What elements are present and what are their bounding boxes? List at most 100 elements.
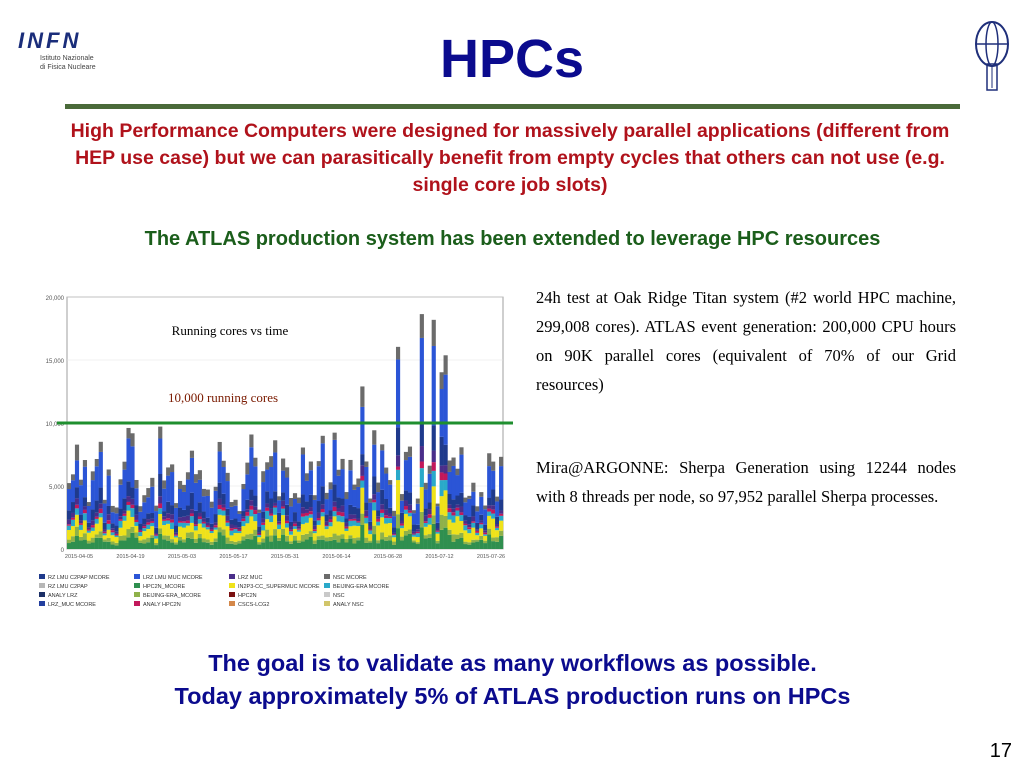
goal-line-2: Today approximately 5% of ATLAS producti… — [174, 683, 851, 709]
stack-bar-segment — [205, 489, 210, 496]
goal-text: The goal is to validate as many workflow… — [40, 647, 985, 713]
stack-bar-segment — [499, 515, 504, 521]
stack-bar-segment — [372, 444, 377, 477]
stack-bar-segment — [209, 527, 214, 530]
stack-bar-segment — [395, 514, 401, 529]
stack-bar-segment — [98, 508, 103, 514]
stack-bar-segment — [288, 534, 294, 542]
stack-bar-segment — [201, 521, 206, 524]
stack-bar-segment — [419, 337, 424, 423]
stack-bar-segment — [499, 535, 504, 549]
y-tick-label: 20,000 — [46, 296, 65, 302]
stack-bar-segment — [475, 522, 480, 530]
stack-bar-segment — [439, 496, 444, 515]
stack-bar-segment — [158, 533, 163, 549]
legend-label: CSCS-LCG2 — [238, 602, 269, 608]
stack-bar-segment — [376, 525, 381, 541]
stack-bar-segment — [372, 494, 377, 500]
stack-bar-segment — [372, 499, 377, 503]
stack-bar-segment — [225, 520, 230, 523]
stack-bar-segment — [150, 513, 155, 519]
stack-bar-segment — [166, 523, 171, 536]
stack-bar-segment — [384, 518, 389, 524]
stack-bar-segment — [217, 514, 222, 528]
stack-bar-segment — [245, 538, 250, 549]
stack-bar-segment — [439, 372, 444, 390]
stack-bar-segment — [439, 514, 444, 530]
stack-bar-segment — [265, 510, 270, 520]
stack-bar-segment — [209, 541, 214, 545]
stack-bar-segment — [344, 528, 349, 531]
stack-bar-segment — [399, 525, 405, 529]
stack-bar-segment — [352, 525, 357, 539]
stack-bar-segment — [174, 532, 179, 535]
stack-bar-segment — [304, 501, 309, 510]
stack-bar-segment — [296, 540, 302, 543]
stack-bar-segment — [261, 522, 266, 525]
stack-bar-segment — [233, 505, 238, 519]
stack-bar-segment — [487, 466, 492, 498]
stack-bar-segment — [150, 518, 155, 522]
stack-bar-segment — [118, 520, 123, 528]
stack-bar-segment — [189, 513, 195, 517]
stack-bar-segment — [392, 516, 397, 528]
stack-bar-segment — [384, 498, 389, 510]
stack-bar-segment — [154, 535, 159, 539]
stack-bar-segment — [352, 518, 357, 521]
stack-bar-segment — [407, 492, 413, 505]
stack-bar-segment — [261, 524, 266, 531]
stack-bar-segment — [106, 520, 111, 524]
stack-bar-segment — [356, 508, 361, 519]
stack-bar-segment — [336, 475, 341, 498]
stack-bar-segment — [451, 499, 456, 509]
stack-bar-segment — [423, 482, 428, 490]
stack-bar-segment — [447, 504, 452, 509]
stack-bar-segment — [225, 515, 230, 521]
stack-bar-segment — [403, 530, 409, 536]
titan-text: 24h test at Oak Ridge Titan system (#2 w… — [536, 288, 956, 394]
stack-bar-segment — [479, 496, 484, 515]
stack-bar-segment — [205, 522, 210, 526]
stack-bar-segment — [74, 535, 80, 549]
stack-bar-segment — [336, 515, 341, 522]
stack-bar-segment — [146, 497, 151, 514]
stack-bar-segment — [340, 516, 345, 523]
stack-bar-segment — [411, 531, 416, 534]
stack-bar-segment — [435, 522, 440, 529]
stack-bar-segment — [177, 520, 183, 523]
stack-bar-segment — [269, 508, 274, 514]
stack-bar-segment — [419, 511, 424, 528]
stack-bar-segment — [296, 497, 302, 504]
stack-bar-segment — [233, 499, 238, 506]
stack-bar-segment — [118, 516, 123, 520]
stack-bar-segment — [273, 491, 278, 503]
stack-bar-segment — [241, 483, 246, 490]
stack-bar-segment — [316, 461, 321, 467]
stack-bar-segment — [336, 542, 341, 549]
stack-bar-segment — [118, 527, 123, 536]
stack-bar-segment — [380, 539, 385, 549]
stack-bar-segment — [340, 512, 345, 517]
stack-bar-segment — [316, 512, 321, 519]
stack-bar-segment — [130, 508, 135, 517]
stack-bar-segment — [170, 529, 175, 540]
stack-bar-segment — [479, 492, 484, 497]
stack-bar-segment — [225, 537, 230, 544]
stack-bar-segment — [94, 466, 99, 501]
stack-bar-segment — [332, 539, 337, 549]
stack-bar-segment — [86, 532, 91, 541]
stack-bar-segment — [118, 479, 123, 485]
stack-bar-segment — [463, 541, 468, 545]
stack-bar-segment — [340, 458, 345, 470]
stack-bar-segment — [229, 502, 234, 507]
stack-bar-segment — [217, 441, 222, 452]
stack-bar-segment — [269, 541, 274, 549]
stack-bar-segment — [447, 493, 452, 505]
stack-bar-segment — [328, 540, 333, 549]
stack-bar-segment — [138, 511, 143, 524]
stack-bar-segment — [237, 511, 242, 514]
stack-bar-segment — [459, 512, 464, 516]
stack-bar-segment — [281, 506, 286, 509]
stack-bar-segment — [288, 543, 294, 549]
stack-bar-segment — [181, 509, 187, 517]
